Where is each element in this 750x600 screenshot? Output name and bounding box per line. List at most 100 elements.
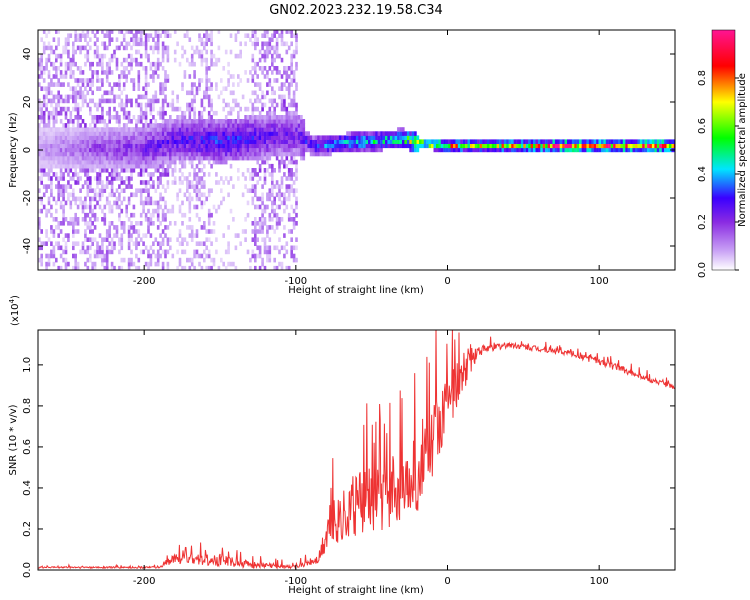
spectrogram-cell [615, 143, 619, 149]
spectrogram-cell [227, 147, 230, 153]
spectrogram-cell [290, 151, 293, 157]
spectrogram-cell [98, 163, 102, 169]
spectrogram-cell [564, 139, 568, 144]
spectrogram-cell [251, 41, 255, 47]
spectrogram-cell [105, 163, 109, 169]
spectrogram-cell [154, 163, 158, 169]
spectrogram-cell [273, 151, 276, 157]
spectrogram-cell [125, 66, 128, 71]
spectrogram-cell [188, 115, 192, 120]
spectrogram-cell [254, 257, 257, 263]
spectrogram-cell [200, 135, 204, 140]
spectrogram-cell [518, 139, 522, 144]
spectrogram-cell [64, 168, 68, 173]
spectrogram-cell [181, 180, 184, 185]
spectrogram-cell [120, 237, 124, 242]
spectrogram-cell [496, 143, 500, 149]
spectrogram-cell [203, 143, 206, 149]
spectrogram-cell [76, 102, 80, 108]
spectrogram-cell [38, 188, 41, 193]
spectrogram-cell [79, 115, 82, 120]
spectrogram-cell [40, 115, 43, 120]
spectrogram-cell [142, 66, 145, 71]
spectrogram-cell [110, 135, 114, 140]
spectrogram-cell [142, 155, 145, 161]
spectrogram-cell [280, 151, 284, 157]
spectrogram-cell [64, 127, 68, 132]
spectrogram-cell [164, 94, 167, 100]
spectrogram-cell [348, 143, 352, 149]
spectrogram-cell [503, 143, 507, 149]
spectrogram-cell [135, 245, 138, 251]
spectrogram-cell [280, 94, 284, 100]
spectrogram-cell [42, 131, 46, 136]
spectrogram-cell [200, 49, 204, 55]
spectrogram-cell [190, 127, 194, 132]
spectrogram-cell [171, 119, 175, 124]
spectrogram-cell [135, 102, 138, 108]
spectrogram-cell [275, 78, 279, 83]
spectrogram-cell [278, 53, 281, 59]
spectrogram-cell [278, 204, 281, 210]
spectrogram-cell [275, 180, 279, 185]
spectrogram-cell [57, 135, 60, 140]
spectrogram-cell [285, 66, 289, 71]
spectrogram-cell [142, 86, 145, 91]
spectrogram-cell [256, 229, 259, 234]
spectrogram-cell [105, 245, 109, 251]
spectrogram-cell [268, 192, 272, 198]
spectrogram-cell [74, 106, 77, 112]
spectrogram-cell [132, 261, 136, 267]
spectrogram-cell [57, 131, 60, 136]
spectrogram-cell [254, 119, 257, 124]
spectrogram-cell [96, 45, 99, 51]
spectrogram-cell [118, 131, 121, 136]
spectrogram-cell [275, 30, 279, 34]
spectrogram-cell [285, 70, 289, 75]
spectrogram-cell [89, 98, 92, 104]
spectrogram-cell [79, 168, 82, 173]
spectrogram-cell [139, 180, 143, 185]
spectrogram-cell [164, 168, 167, 173]
spectrogram-cell [569, 143, 572, 149]
spectrogram-cell [164, 82, 167, 87]
spectrogram-cell [132, 241, 136, 246]
spectrogram-cell [50, 176, 53, 181]
spectrogram-cell [377, 131, 381, 136]
spectrogram-cell [341, 139, 344, 144]
spectrogram-cell [275, 265, 279, 270]
spectrogram-cell [173, 131, 177, 136]
spectrogram-cell [55, 155, 58, 161]
spectrogram-cell [244, 33, 247, 38]
spectrogram-cell [414, 135, 417, 140]
spectrogram-cell [101, 192, 104, 198]
spectrogram-cell [127, 151, 131, 157]
spectrogram-cell [181, 265, 184, 270]
spectrogram-cell [98, 119, 102, 124]
spectrogram-cell [42, 168, 46, 173]
spectrogram-cell [212, 147, 216, 153]
spectrogram-cell [224, 155, 228, 161]
spectrogram-cell [581, 139, 585, 144]
spectrogram-cell [67, 192, 70, 198]
spectrogram-cell [161, 249, 165, 255]
spectrogram-cell [147, 159, 150, 165]
spectrogram-cell [152, 212, 155, 218]
spectrogram-cell [152, 74, 155, 79]
spectrogram-cell [115, 233, 119, 238]
spectrogram-cell [64, 45, 68, 51]
spectrogram-cell [353, 147, 357, 153]
spectrogram-cell [120, 151, 124, 157]
spectrogram-cell [341, 135, 344, 140]
spectrogram-cell [215, 119, 218, 124]
spectrogram-cell [55, 151, 58, 157]
spectrogram-cell [205, 196, 208, 202]
spectrogram-cell [154, 90, 158, 96]
xtick-label: -100 [284, 576, 307, 587]
spectrogram-cell [271, 90, 274, 96]
spectrogram-cell [139, 188, 143, 193]
spectrogram-cell [414, 143, 417, 149]
spectrogram-cell [251, 110, 255, 116]
spectrogram-cell [329, 135, 332, 140]
spectrogram-cell [91, 98, 94, 104]
